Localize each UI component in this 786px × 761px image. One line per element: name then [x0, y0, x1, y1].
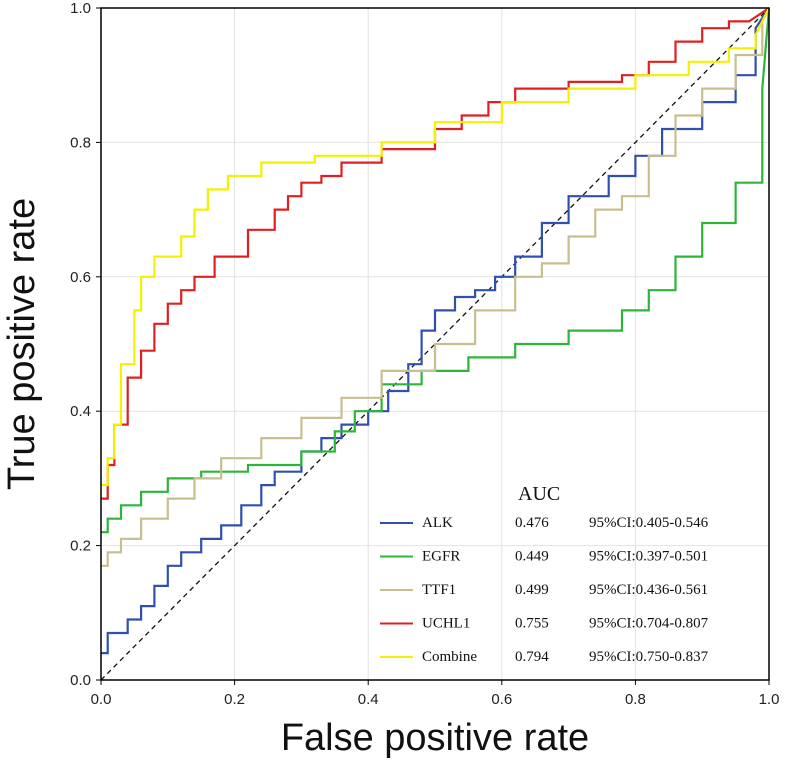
x-axis-title: False positive rate	[281, 717, 589, 759]
legend: AUC ALK 0.476 95%CI:0.405-0.546 EGFR 0.449 95…	[380, 483, 709, 665]
y-tick-label: 0.0	[70, 672, 91, 689]
legend-ci-ttf1: 95%CI:0.436-0.561	[589, 582, 708, 598]
y-tick-label: 0.6	[70, 269, 91, 286]
legend-auc-egfr: 0.449	[515, 549, 549, 565]
legend-ci-uchl1: 95%CI:0.704-0.807	[589, 616, 709, 632]
legend-title: AUC	[518, 483, 560, 505]
x-tick-label: 0.8	[625, 691, 646, 708]
legend-ci-alk: 95%CI:0.405-0.546	[589, 515, 709, 531]
x-tick-label: 0.6	[491, 691, 512, 708]
y-tick-label: 0.2	[70, 538, 91, 555]
tick-labels: 0.0 0.2 0.4 0.6 0.8 1.0 0.0 0.2 0.4 0.6 0.8 1.0	[70, 0, 779, 708]
plot-frame	[100, 7, 770, 681]
legend-auc-ttf1: 0.499	[515, 582, 549, 598]
series-layer	[101, 7, 771, 655]
legend-auc-alk: 0.476	[515, 515, 549, 531]
series-line-alk	[101, 7, 770, 655]
series-line-ttf1	[101, 7, 770, 567]
x-tick-label: 0.0	[91, 691, 112, 708]
series-line-combine	[101, 7, 770, 487]
legend-ci-combine: 95%CI:0.750-0.837	[589, 649, 709, 665]
legend-auc-combine: 0.794	[515, 649, 549, 665]
legend-label-uchl1: UCHL1	[422, 616, 470, 632]
y-tick-label: 0.4	[70, 403, 91, 420]
legend-ci-egfr: 95%CI:0.397-0.501	[589, 549, 708, 565]
x-tick-label: 1.0	[759, 691, 780, 708]
x-tick-label: 0.4	[358, 691, 379, 708]
series-line-egfr	[101, 7, 771, 534]
reference-diagonal-line	[100, 7, 770, 681]
y-axis-title: True positive rate	[1, 198, 43, 490]
x-tick-label: 0.2	[224, 691, 245, 708]
y-tick-label: 1.0	[70, 0, 91, 17]
legend-label-combine: Combine	[422, 649, 477, 665]
legend-auc-uchl1: 0.755	[515, 616, 549, 632]
legend-label-alk: ALK	[422, 515, 453, 531]
legend-label-egfr: EGFR	[422, 549, 460, 565]
y-tick-label: 0.8	[70, 134, 91, 151]
legend-label-ttf1: TTF1	[422, 582, 456, 598]
